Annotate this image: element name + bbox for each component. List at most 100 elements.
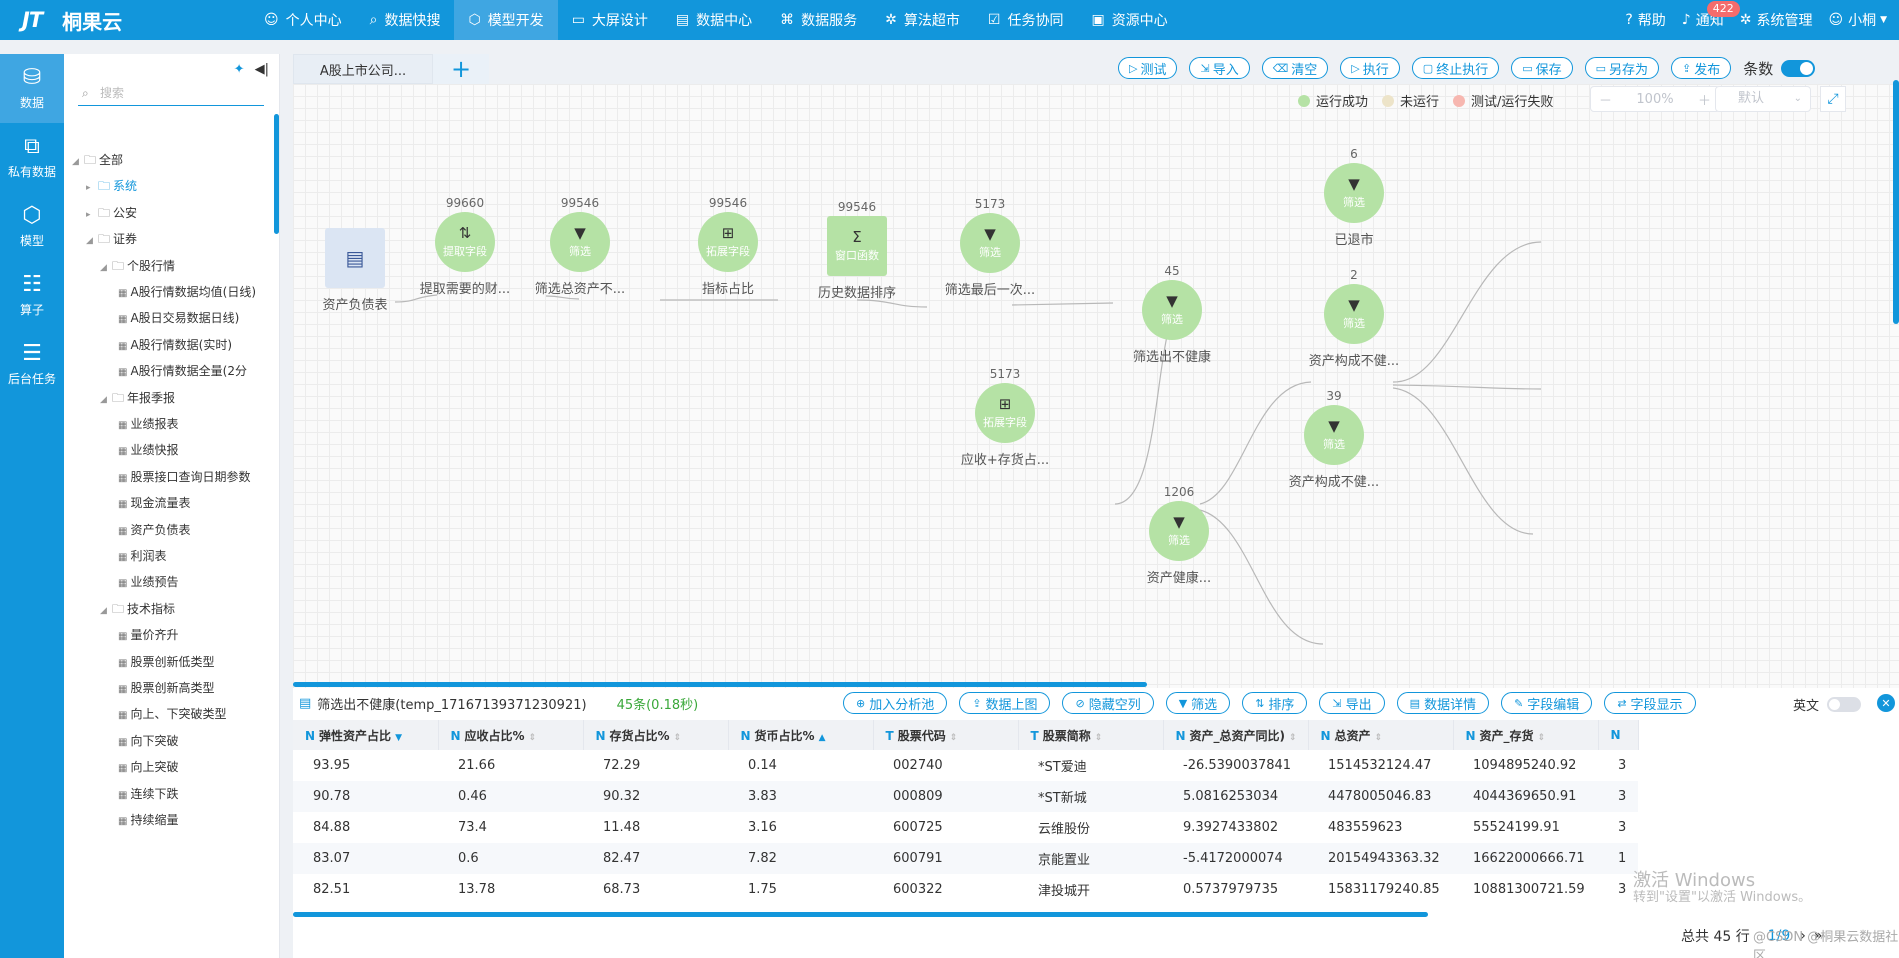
tree-search-input[interactable]: ⌕ 搜索 xyxy=(78,80,264,106)
collapse-icon[interactable]: ◀| xyxy=(254,62,269,77)
tree-node[interactable]: ▦ 现金流量表 xyxy=(118,493,190,513)
pin-icon[interactable]: ✦ xyxy=(233,62,245,77)
sort-icon[interactable]: ▼ xyxy=(395,732,402,743)
nav-item-4[interactable]: ▤ 数据中心 xyxy=(662,0,766,40)
tree-node[interactable]: ◢ 🗀 年报季报 xyxy=(100,388,175,408)
panel-button-7[interactable]: ✎ 字段编辑 xyxy=(1501,692,1593,714)
panel-button-6[interactable]: ▤ 数据详情 xyxy=(1396,692,1490,714)
column-header[interactable]: T 股票代码 ⇕ xyxy=(873,720,1019,750)
nav-item-7[interactable]: ☑ 任务协同 xyxy=(974,0,1078,40)
table-horizontal-scrollbar[interactable] xyxy=(293,912,1428,917)
nav-item-8[interactable]: ▣ 资源中心 xyxy=(1077,0,1181,40)
node-shape[interactable]: ▼ 筛选 xyxy=(1149,501,1209,561)
column-header[interactable]: N xyxy=(1598,720,1639,750)
user-menu[interactable]: ☺ 小桐 ▼ xyxy=(1828,10,1887,30)
nav-item-1[interactable]: ⌕ 数据快搜 xyxy=(356,0,455,40)
tree-node[interactable]: ▦ 股票创新低类型 xyxy=(118,652,214,672)
app-logo[interactable]: JT 桐果云 xyxy=(0,0,250,40)
tree-node[interactable]: ▦ 业绩预告 xyxy=(118,572,178,592)
toolbar-button-2[interactable]: ⌫ 清空 xyxy=(1261,57,1329,79)
table-row[interactable]: 90.78 0.46 90.32 3.83 000809 *ST新城 5.081625303… xyxy=(293,781,1638,812)
node-shape[interactable]: ▼ 筛选 xyxy=(960,213,1020,273)
nav-item-2[interactable]: ⬡ 模型开发 xyxy=(454,0,558,40)
tree-node[interactable]: ▦ 股票创新高类型 xyxy=(118,678,214,698)
tree-node[interactable]: ▦ A股行情数据(实时) xyxy=(118,335,232,355)
column-header[interactable]: N 存货占比% ⇕ xyxy=(583,720,729,750)
flow-node-n2[interactable]: 99546 ▼ 筛选 筛选总资产不... xyxy=(490,196,670,297)
flow-node-n0[interactable]: ▤ 资产负债表 xyxy=(293,212,445,313)
flow-node-n5[interactable]: 5173 ▼ 筛选 筛选最后一次... xyxy=(900,197,1080,298)
column-header[interactable]: N 应收占比% ⇕ xyxy=(438,720,584,750)
table-row[interactable]: 83.07 0.6 82.47 7.82 600791 京能置业 -5.4172000074… xyxy=(293,843,1638,874)
nav-item-5[interactable]: ⌘ 数据服务 xyxy=(766,0,871,40)
tree-node[interactable]: ▦ 量价齐升 xyxy=(118,625,178,645)
tree-node[interactable]: ▦ 股票接口查询日期参数 xyxy=(118,467,250,487)
tree-node[interactable]: ▦ 业绩快报 xyxy=(118,440,178,460)
english-switch[interactable] xyxy=(1827,697,1862,712)
panel-button-0[interactable]: ⊕ 加入分析池 xyxy=(843,692,948,714)
toolbar-button-7[interactable]: ⇪ 发布 xyxy=(1671,57,1732,79)
nav-item-6[interactable]: ✲ 算法超市 xyxy=(871,0,974,40)
panel-button-1[interactable]: ⇪ 数据上图 xyxy=(959,692,1051,714)
panel-button-2[interactable]: ⊘ 隐藏空列 xyxy=(1062,692,1154,714)
flow-node-n1[interactable]: 99660 ⇅ 提取字段 提取需要的财... xyxy=(375,196,555,297)
tree-scrollbar[interactable] xyxy=(274,114,279,234)
zoom-control[interactable]: － 100% ＋ xyxy=(1590,86,1720,112)
english-toggle[interactable]: 英文 xyxy=(1793,695,1862,714)
sort-icon[interactable]: ⇕ xyxy=(1537,732,1546,743)
zoom-out-button[interactable]: － xyxy=(1599,93,1613,109)
caret-icon[interactable]: ◢ xyxy=(100,262,107,273)
toolbar-button-6[interactable]: ▭ 另存为 xyxy=(1584,57,1660,79)
layout-select[interactable]: 默认 ⌄ xyxy=(1715,86,1811,112)
node-shape[interactable]: ▼ 筛选 xyxy=(1324,284,1384,344)
node-shape[interactable]: ▼ 筛选 xyxy=(1304,405,1364,465)
panel-button-8[interactable]: ⇄ 字段显示 xyxy=(1604,692,1696,714)
table-row[interactable]: 93.95 21.66 72.29 0.14 002740 *ST爱迪 -26.539003… xyxy=(293,750,1638,781)
rows-toggle-switch[interactable] xyxy=(1781,59,1816,77)
column-header[interactable]: T 股票简称 ⇕ xyxy=(1018,720,1164,750)
tree-node[interactable]: ▦ 连续下跌 xyxy=(118,784,178,804)
tree-node[interactable]: ▦ A股行情数据全量(2分 xyxy=(118,361,247,381)
tree-node[interactable]: ▦ A股日交易数据日线) xyxy=(118,308,239,328)
flow-canvas[interactable]: ▤ 资产负债表 99660 ⇅ 提取字段 提取需要的财... 99546 ▼ 筛选 筛选总资产不.… xyxy=(293,84,1899,688)
caret-icon[interactable]: ▸ xyxy=(86,183,91,194)
fullscreen-button[interactable]: ⤢ xyxy=(1820,86,1846,112)
node-shape[interactable]: ▤ xyxy=(325,228,385,288)
column-header[interactable]: N 弹性资产占比 ▼ xyxy=(293,720,439,750)
column-header[interactable]: N 资产_总资产同比) ⇕ xyxy=(1163,720,1309,750)
toolbar-button-0[interactable]: ▷ 测试 xyxy=(1118,57,1178,79)
flow-node-n9[interactable]: 6 ▼ 筛选 已退市 xyxy=(1264,147,1444,248)
flow-node-n11[interactable]: 39 ▼ 筛选 资产构成不健... xyxy=(1244,389,1424,490)
left-bar-item-1[interactable]: ⧉ 私有数据 xyxy=(0,123,64,192)
node-shape[interactable]: ▼ 筛选 xyxy=(1324,163,1384,223)
tree-node[interactable]: ▦ 向上、下突破类型 xyxy=(118,704,226,724)
toolbar-button-3[interactable]: ▷ 执行 xyxy=(1340,57,1400,79)
flow-node-n8[interactable]: 1206 ▼ 筛选 资产健康... xyxy=(1089,485,1269,586)
tree-node[interactable]: ▦ 向上突破 xyxy=(118,757,178,777)
caret-icon[interactable]: ◢ xyxy=(86,236,93,247)
sort-icon[interactable]: ⇕ xyxy=(1374,732,1383,743)
panel-button-4[interactable]: ⇅ 排序 xyxy=(1242,692,1308,714)
toolbar-button-5[interactable]: ▭ 保存 xyxy=(1511,57,1573,79)
sort-icon[interactable]: ▲ xyxy=(818,732,826,743)
left-bar-item-4[interactable]: ☰ 后台任务 xyxy=(0,330,64,399)
tree-node[interactable]: ◢ 🗀 证券 xyxy=(86,229,137,249)
nav-item-0[interactable]: ☺ 个人中心 xyxy=(250,0,356,40)
next-page-icon[interactable]: › xyxy=(1800,928,1806,944)
tree-node[interactable]: ▦ 业绩报表 xyxy=(118,414,178,434)
sort-icon[interactable]: ⇕ xyxy=(673,732,682,743)
node-shape[interactable]: ▼ 筛选 xyxy=(550,212,610,272)
tree-node[interactable]: ▦ 资产负债表 xyxy=(118,520,190,540)
caret-icon[interactable]: ◢ xyxy=(72,157,79,167)
zoom-in-button[interactable]: ＋ xyxy=(1697,93,1711,109)
tree-node[interactable]: ▦ 持续缩量 xyxy=(118,810,178,830)
tree-node[interactable]: ◢ 🗀 全部 xyxy=(72,150,123,170)
table-row[interactable]: 84.88 73.4 11.48 3.16 600725 云维股份 9.3927433802… xyxy=(293,812,1638,843)
flow-node-n7[interactable]: 45 ▼ 筛选 筛选出不健康 xyxy=(1082,264,1262,365)
tree-node[interactable]: ▦ 向下突破 xyxy=(118,731,178,751)
tree-node[interactable]: ◢ 🗀 技术指标 xyxy=(100,599,175,619)
help-link[interactable]: ? 帮助 xyxy=(1625,10,1665,30)
panel-button-5[interactable]: ⇲ 导出 xyxy=(1319,692,1385,714)
panel-button-3[interactable]: ▼ 筛选 xyxy=(1165,692,1231,714)
rows-toggle[interactable]: 条数 xyxy=(1743,58,1816,79)
